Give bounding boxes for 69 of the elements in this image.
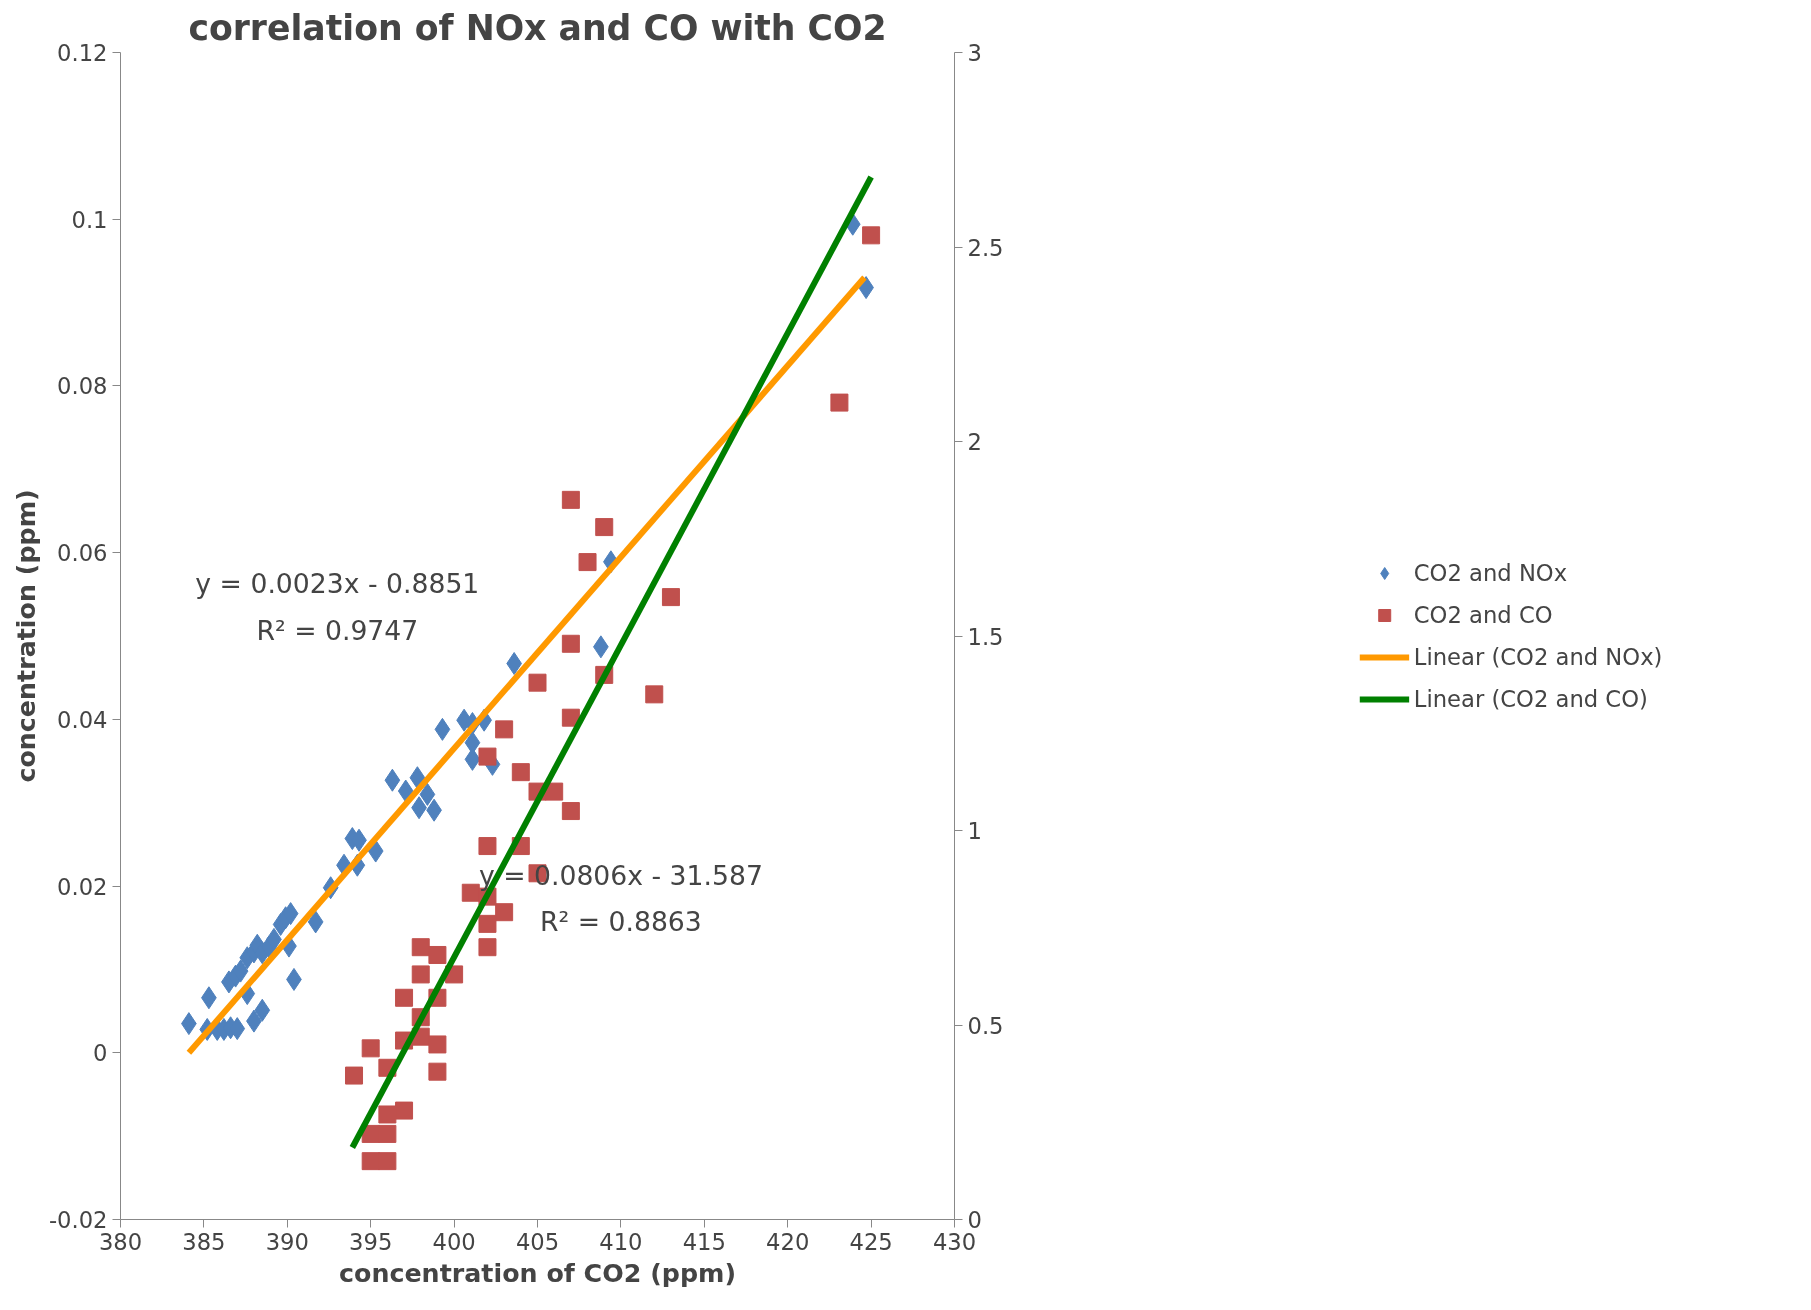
point xyxy=(428,1035,447,1054)
point xyxy=(661,588,680,607)
y2-tick-label: 1 xyxy=(967,818,982,844)
legend-label: Linear (CO2 and NOx) xyxy=(1413,643,1663,670)
point xyxy=(395,1101,414,1120)
point xyxy=(495,720,514,739)
x-tick-label: 415 xyxy=(682,1228,726,1255)
x-tick-label: 395 xyxy=(349,1228,393,1255)
legend-label: CO2 and NOx xyxy=(1413,559,1568,586)
x-tick-label: 410 xyxy=(599,1228,643,1255)
point xyxy=(411,965,430,984)
chart-title: correlation of NOx and CO with CO2 xyxy=(188,7,887,48)
y-tick-label: 0.08 xyxy=(57,373,108,400)
point xyxy=(411,938,430,957)
point xyxy=(461,883,480,902)
y-tick-label: 0.04 xyxy=(57,706,108,733)
point xyxy=(561,490,580,509)
point xyxy=(645,685,664,704)
y2-tick-label: 1.5 xyxy=(967,623,1004,650)
point xyxy=(478,837,497,856)
y-tick-label: 0.12 xyxy=(57,40,108,66)
point xyxy=(307,910,324,934)
y-tick-label: 0 xyxy=(93,1040,108,1067)
point xyxy=(361,1039,380,1058)
x-axis-title: concentration of CO2 (ppm) xyxy=(339,1257,737,1288)
x-tick-label: 425 xyxy=(849,1228,893,1255)
point xyxy=(511,763,530,782)
point xyxy=(830,393,849,412)
point xyxy=(345,1066,364,1085)
y2-tick-label: 0.5 xyxy=(967,1012,1004,1039)
x-tick-label: 420 xyxy=(766,1228,810,1255)
x-tick-label: 390 xyxy=(265,1228,309,1255)
x-tick-label: 400 xyxy=(432,1228,476,1255)
y-tick-label: 0.1 xyxy=(71,206,108,233)
y2-tick-label: 2.5 xyxy=(967,234,1004,261)
legend-label: CO2 and CO xyxy=(1413,601,1553,628)
point xyxy=(395,988,414,1007)
point xyxy=(561,634,580,653)
point xyxy=(434,717,451,741)
point xyxy=(254,998,271,1022)
point xyxy=(528,673,547,692)
point xyxy=(428,945,447,964)
y-tick-label: 0.06 xyxy=(57,540,108,567)
y-axis-title: concentration (ppm) xyxy=(10,489,41,783)
legend-label: Linear (CO2 and CO) xyxy=(1413,685,1648,712)
x-tick-label: 385 xyxy=(182,1228,226,1255)
y2-tick-label: 3 xyxy=(967,40,982,66)
point xyxy=(595,518,614,537)
point xyxy=(561,802,580,821)
annotation: y = 0.0023x - 0.8851 xyxy=(195,567,480,599)
point xyxy=(478,938,497,957)
point xyxy=(384,768,401,792)
point xyxy=(478,747,497,766)
point xyxy=(578,553,597,572)
annotation: R² = 0.9747 xyxy=(256,614,419,646)
point xyxy=(419,782,436,806)
point xyxy=(378,1124,397,1143)
point xyxy=(478,914,497,933)
y-tick-label: 0.02 xyxy=(57,873,108,900)
point xyxy=(545,782,564,801)
point xyxy=(378,1105,397,1124)
point xyxy=(428,1062,447,1081)
point xyxy=(862,226,881,245)
annotation: R² = 0.8863 xyxy=(540,906,702,938)
point xyxy=(495,903,514,922)
y2-tick-label: 2 xyxy=(967,429,982,455)
x-tick-label: 405 xyxy=(515,1228,560,1255)
point xyxy=(397,779,414,803)
point xyxy=(378,1152,397,1171)
